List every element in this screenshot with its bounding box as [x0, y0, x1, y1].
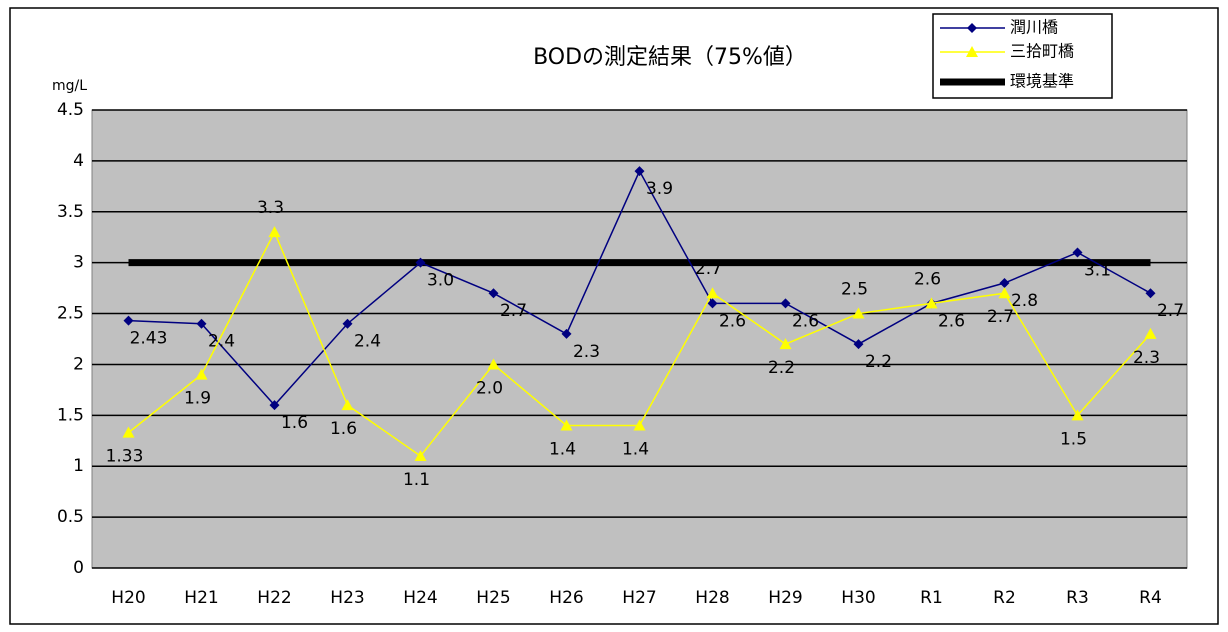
x-tick-label: R4 — [1139, 588, 1162, 608]
point — [998, 287, 1011, 299]
point — [196, 318, 207, 329]
point — [967, 23, 977, 33]
data-label: 2.7 — [1157, 301, 1184, 321]
point — [195, 368, 208, 380]
point — [560, 419, 573, 431]
data-label: 2.6 — [719, 311, 746, 331]
y-tick-label: 0.5 — [57, 507, 84, 527]
data-label: 2.7 — [500, 301, 527, 321]
data-label: 2.4 — [208, 332, 235, 352]
x-tick-label: H24 — [403, 588, 437, 608]
x-tick-label: H28 — [695, 588, 729, 608]
y-tick-label: 2.5 — [57, 304, 84, 324]
data-label: 3.9 — [646, 179, 673, 199]
data-label: 2.8 — [1011, 291, 1038, 311]
point — [122, 426, 135, 438]
data-label: 2.43 — [130, 329, 168, 349]
point — [268, 226, 281, 238]
point — [634, 166, 645, 177]
y-tick-label: 1.5 — [57, 405, 84, 425]
legend-label: 環境基準 — [1010, 72, 1074, 91]
data-label: 2.2 — [865, 352, 892, 372]
point — [1144, 327, 1157, 339]
data-label: 2.6 — [914, 269, 941, 289]
point — [269, 400, 280, 411]
x-tick-label: H22 — [257, 588, 291, 608]
data-label: 3.0 — [427, 271, 454, 291]
point — [966, 46, 978, 57]
point — [342, 318, 353, 329]
data-label: 1.4 — [622, 440, 649, 460]
chart-title: BODの測定結果（75%値） — [533, 45, 807, 70]
point — [1145, 288, 1156, 299]
x-tick-label: H30 — [841, 588, 875, 608]
y-tick-label: 2 — [73, 354, 84, 374]
x-tick-label: R2 — [993, 588, 1016, 608]
data-label: 2.7 — [695, 259, 722, 279]
plot-area — [91, 109, 1188, 569]
data-label: 1.4 — [549, 440, 576, 460]
data-label: 2.6 — [938, 311, 965, 331]
y-tick-label: 3.5 — [57, 202, 84, 222]
data-label: 1.9 — [184, 389, 211, 409]
x-tick-label: H20 — [111, 588, 145, 608]
y-tick-label: 4 — [73, 151, 84, 171]
data-label: 1.6 — [281, 413, 308, 433]
legend-label: 潤川橋 — [1010, 18, 1058, 37]
data-label: 2.4 — [354, 332, 381, 352]
point — [415, 257, 426, 268]
point — [853, 339, 864, 350]
point — [123, 315, 134, 326]
x-tick-label: H23 — [330, 588, 364, 608]
point — [707, 298, 718, 309]
x-tick-label: H26 — [549, 588, 583, 608]
data-label: 2.5 — [841, 280, 868, 300]
point — [341, 399, 354, 411]
data-label: 3.1 — [1084, 260, 1111, 280]
data-label: 1.33 — [106, 447, 144, 467]
data-label: 1.6 — [330, 419, 357, 439]
point — [488, 288, 499, 299]
point — [852, 307, 865, 319]
y-tick-label: 1 — [73, 456, 84, 476]
data-label: 3.3 — [257, 198, 284, 218]
data-label: 1.5 — [1060, 429, 1087, 449]
y-tick-label: 4.5 — [57, 100, 84, 120]
point — [1071, 409, 1084, 421]
point — [1072, 247, 1083, 258]
y-tick-label: 3 — [73, 253, 84, 273]
point — [999, 278, 1010, 289]
point — [414, 450, 427, 462]
point — [633, 419, 646, 431]
x-tick-label: H21 — [184, 588, 218, 608]
x-tick-label: H25 — [476, 588, 510, 608]
data-label: 2.6 — [792, 311, 819, 331]
x-tick-label: R3 — [1066, 588, 1089, 608]
data-label: 1.1 — [403, 470, 430, 490]
point — [779, 338, 792, 350]
x-tick-label: R1 — [920, 588, 943, 608]
y-tick-label: 0 — [73, 558, 84, 578]
point — [561, 328, 572, 339]
y-axis-label: mg/L — [52, 78, 87, 94]
legend-label: 三拾町橋 — [1010, 42, 1074, 61]
data-label: 2.3 — [1133, 348, 1160, 368]
point — [925, 297, 938, 309]
data-label: 2.3 — [573, 342, 600, 362]
point — [780, 298, 791, 309]
data-label: 2.2 — [768, 358, 795, 378]
point — [487, 358, 500, 370]
point — [706, 287, 719, 299]
data-label: 2.0 — [476, 378, 503, 398]
x-tick-label: H29 — [768, 588, 802, 608]
data-label: 2.7 — [987, 307, 1014, 327]
x-tick-label: H27 — [622, 588, 656, 608]
